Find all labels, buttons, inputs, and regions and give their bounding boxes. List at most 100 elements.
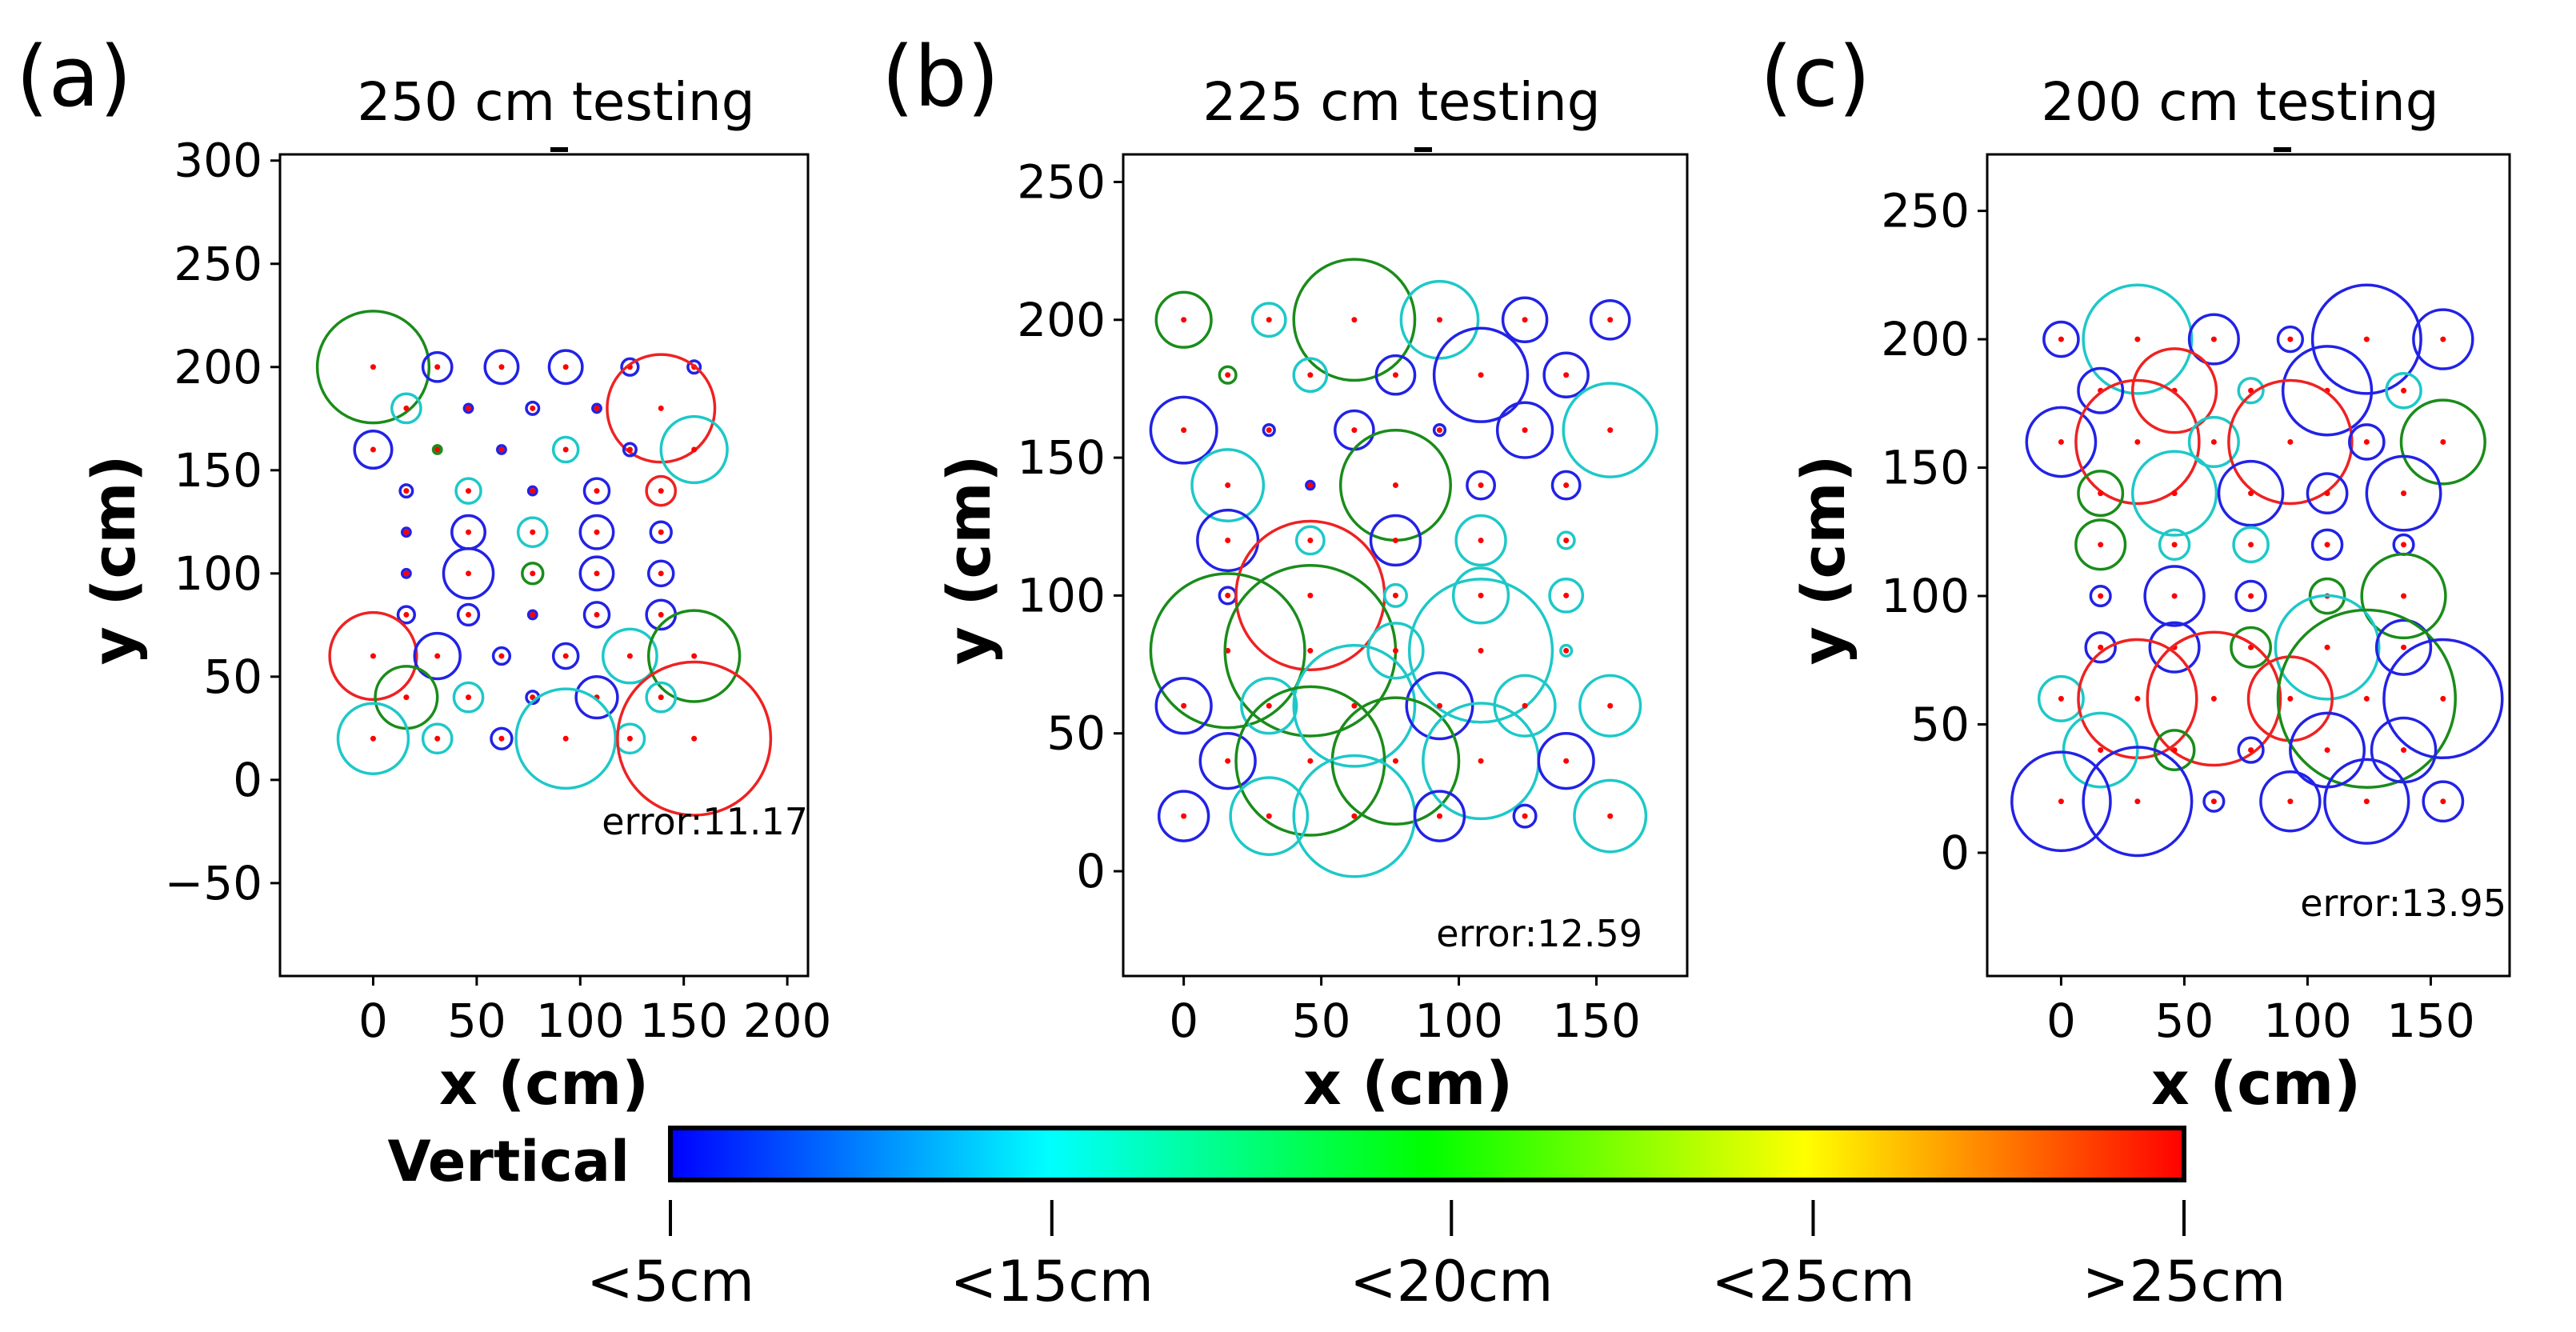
- ground-truth-point: [434, 364, 441, 370]
- error-circle: [2062, 711, 2139, 789]
- marker-a: [550, 147, 568, 152]
- error-circle: [525, 400, 541, 416]
- ground-truth-point: [1351, 317, 1358, 323]
- ground-truth-point: [594, 405, 600, 411]
- ground-truth-point: [403, 694, 410, 701]
- ground-truth-point: [594, 488, 600, 494]
- ground-truth-point: [1225, 372, 1231, 378]
- error-circle: [1196, 508, 1260, 573]
- y-tick-label-b: 0: [1076, 844, 1106, 898]
- error-circle: [2422, 780, 2465, 823]
- ground-truth-point: [2401, 387, 2407, 394]
- ticks-a: 0 50 100 150 200 −50 0 50 100 150 200 250 300: [165, 134, 832, 1048]
- ground-truth-point: [1478, 647, 1484, 654]
- error-circle: [1589, 298, 1631, 341]
- ground-truth-point: [530, 611, 536, 618]
- ground-truth-point: [1225, 758, 1231, 764]
- error-circle: [353, 429, 394, 470]
- ground-truth-point: [1607, 702, 1614, 709]
- ground-truth-point: [530, 529, 536, 535]
- ground-truth-point: [2363, 695, 2370, 702]
- panel-label-c: (c): [1760, 28, 1870, 126]
- error-circle: [336, 702, 410, 776]
- y-axis-label-c: y (cm): [1790, 455, 1858, 666]
- colorbar-tick-label: <25cm: [1711, 1249, 1914, 1314]
- ground-truth-point: [2440, 798, 2446, 805]
- ground-truth-point: [1351, 427, 1358, 434]
- ground-truth-point: [2171, 542, 2178, 548]
- ground-truth-point: [2171, 593, 2178, 599]
- x-tick-label-b: 50: [1292, 994, 1351, 1048]
- error-circle: [1501, 296, 1549, 344]
- ground-truth-point: [1522, 317, 1528, 323]
- ground-truth-point: [1351, 702, 1358, 709]
- ground-truth-point: [1307, 758, 1314, 764]
- error-circle: [1556, 530, 1576, 550]
- error-circle: [2025, 406, 2098, 478]
- ground-truth-point: [1266, 702, 1272, 709]
- ground-truth-point: [562, 364, 569, 370]
- colorbar-ticks: <5cm <15cm <20cm <25cm >25cm: [586, 1200, 2286, 1314]
- colorbar: Vertical <5cm <15cm <20cm <25cm >25cm: [387, 1126, 2286, 1314]
- ground-truth-point: [1563, 482, 1570, 489]
- panel-title-b: 225 cm testing: [1202, 71, 1600, 133]
- colorbar-tick-label: <20cm: [1350, 1249, 1553, 1314]
- error-circle: [328, 610, 418, 702]
- ground-truth-point: [626, 735, 633, 742]
- error-circle: [614, 722, 646, 755]
- panel-label-b: (b): [882, 28, 999, 126]
- ground-truth-point: [1392, 592, 1398, 598]
- error-circle: [1305, 479, 1316, 491]
- error-circle: [2399, 398, 2486, 486]
- error-circle: [2237, 736, 2265, 764]
- error-circle: [2042, 320, 2080, 358]
- ground-truth-point: [2134, 798, 2141, 805]
- error-circle: [1198, 732, 1257, 790]
- error-circle: [2084, 630, 2117, 664]
- error-circle: [490, 726, 514, 750]
- error-circle: [400, 567, 412, 579]
- marker-c: [2274, 147, 2291, 152]
- error-circle: [1548, 578, 1585, 614]
- error-circle: [1407, 578, 1554, 724]
- x-tick-label-c: 0: [2046, 994, 2076, 1048]
- ground-truth-point: [1181, 813, 1187, 819]
- error-circle: [2089, 584, 2112, 608]
- ground-truth-point: [530, 488, 536, 494]
- marker-b: [1414, 147, 1432, 152]
- ground-truth-point: [1563, 372, 1570, 378]
- ground-truth-point: [691, 446, 698, 453]
- y-tick-label-a: 150: [174, 443, 262, 498]
- y-tick-label-c: 0: [1940, 826, 1970, 880]
- ground-truth-point: [1436, 427, 1442, 434]
- error-circle: [1432, 423, 1447, 438]
- plot-frame-b: [1122, 153, 1689, 978]
- error-circle: [483, 349, 520, 386]
- ground-truth-point: [2401, 644, 2407, 650]
- error-circle: [2274, 594, 2381, 701]
- panel-a: (a) 250 cm testing 0 50 100 150 200 −50 0 50 100…: [16, 28, 831, 1118]
- ground-truth-point: [1478, 537, 1484, 543]
- ground-truth-point: [626, 653, 633, 659]
- ground-truth-point: [2098, 490, 2104, 497]
- error-circle: [2259, 770, 2322, 833]
- y-tick-label-b: 150: [1017, 430, 1106, 485]
- error-circle: [521, 562, 545, 586]
- ground-truth-point: [2098, 542, 2104, 548]
- error-circle: [2202, 790, 2226, 813]
- y-tick-label-c: 250: [1881, 184, 1970, 238]
- y-axis-label-b: y (cm): [935, 455, 1004, 666]
- error-circle: [1573, 778, 1648, 854]
- ticks-b: 0 50 100 150 0 50 100 150 200 250: [1017, 154, 1641, 1048]
- ground-truth-point: [2401, 490, 2407, 497]
- y-tick-label-b: 50: [1046, 706, 1106, 761]
- error-circle: [526, 609, 538, 621]
- error-circle: [1382, 582, 1408, 608]
- error-circle: [452, 681, 485, 714]
- ground-truth-point: [2363, 438, 2370, 445]
- ground-truth-point: [370, 735, 376, 742]
- ground-truth-point: [2363, 798, 2370, 805]
- ground-truth-point: [1392, 482, 1398, 489]
- ground-truth-point: [2324, 542, 2330, 548]
- ground-truth-point: [2058, 798, 2064, 805]
